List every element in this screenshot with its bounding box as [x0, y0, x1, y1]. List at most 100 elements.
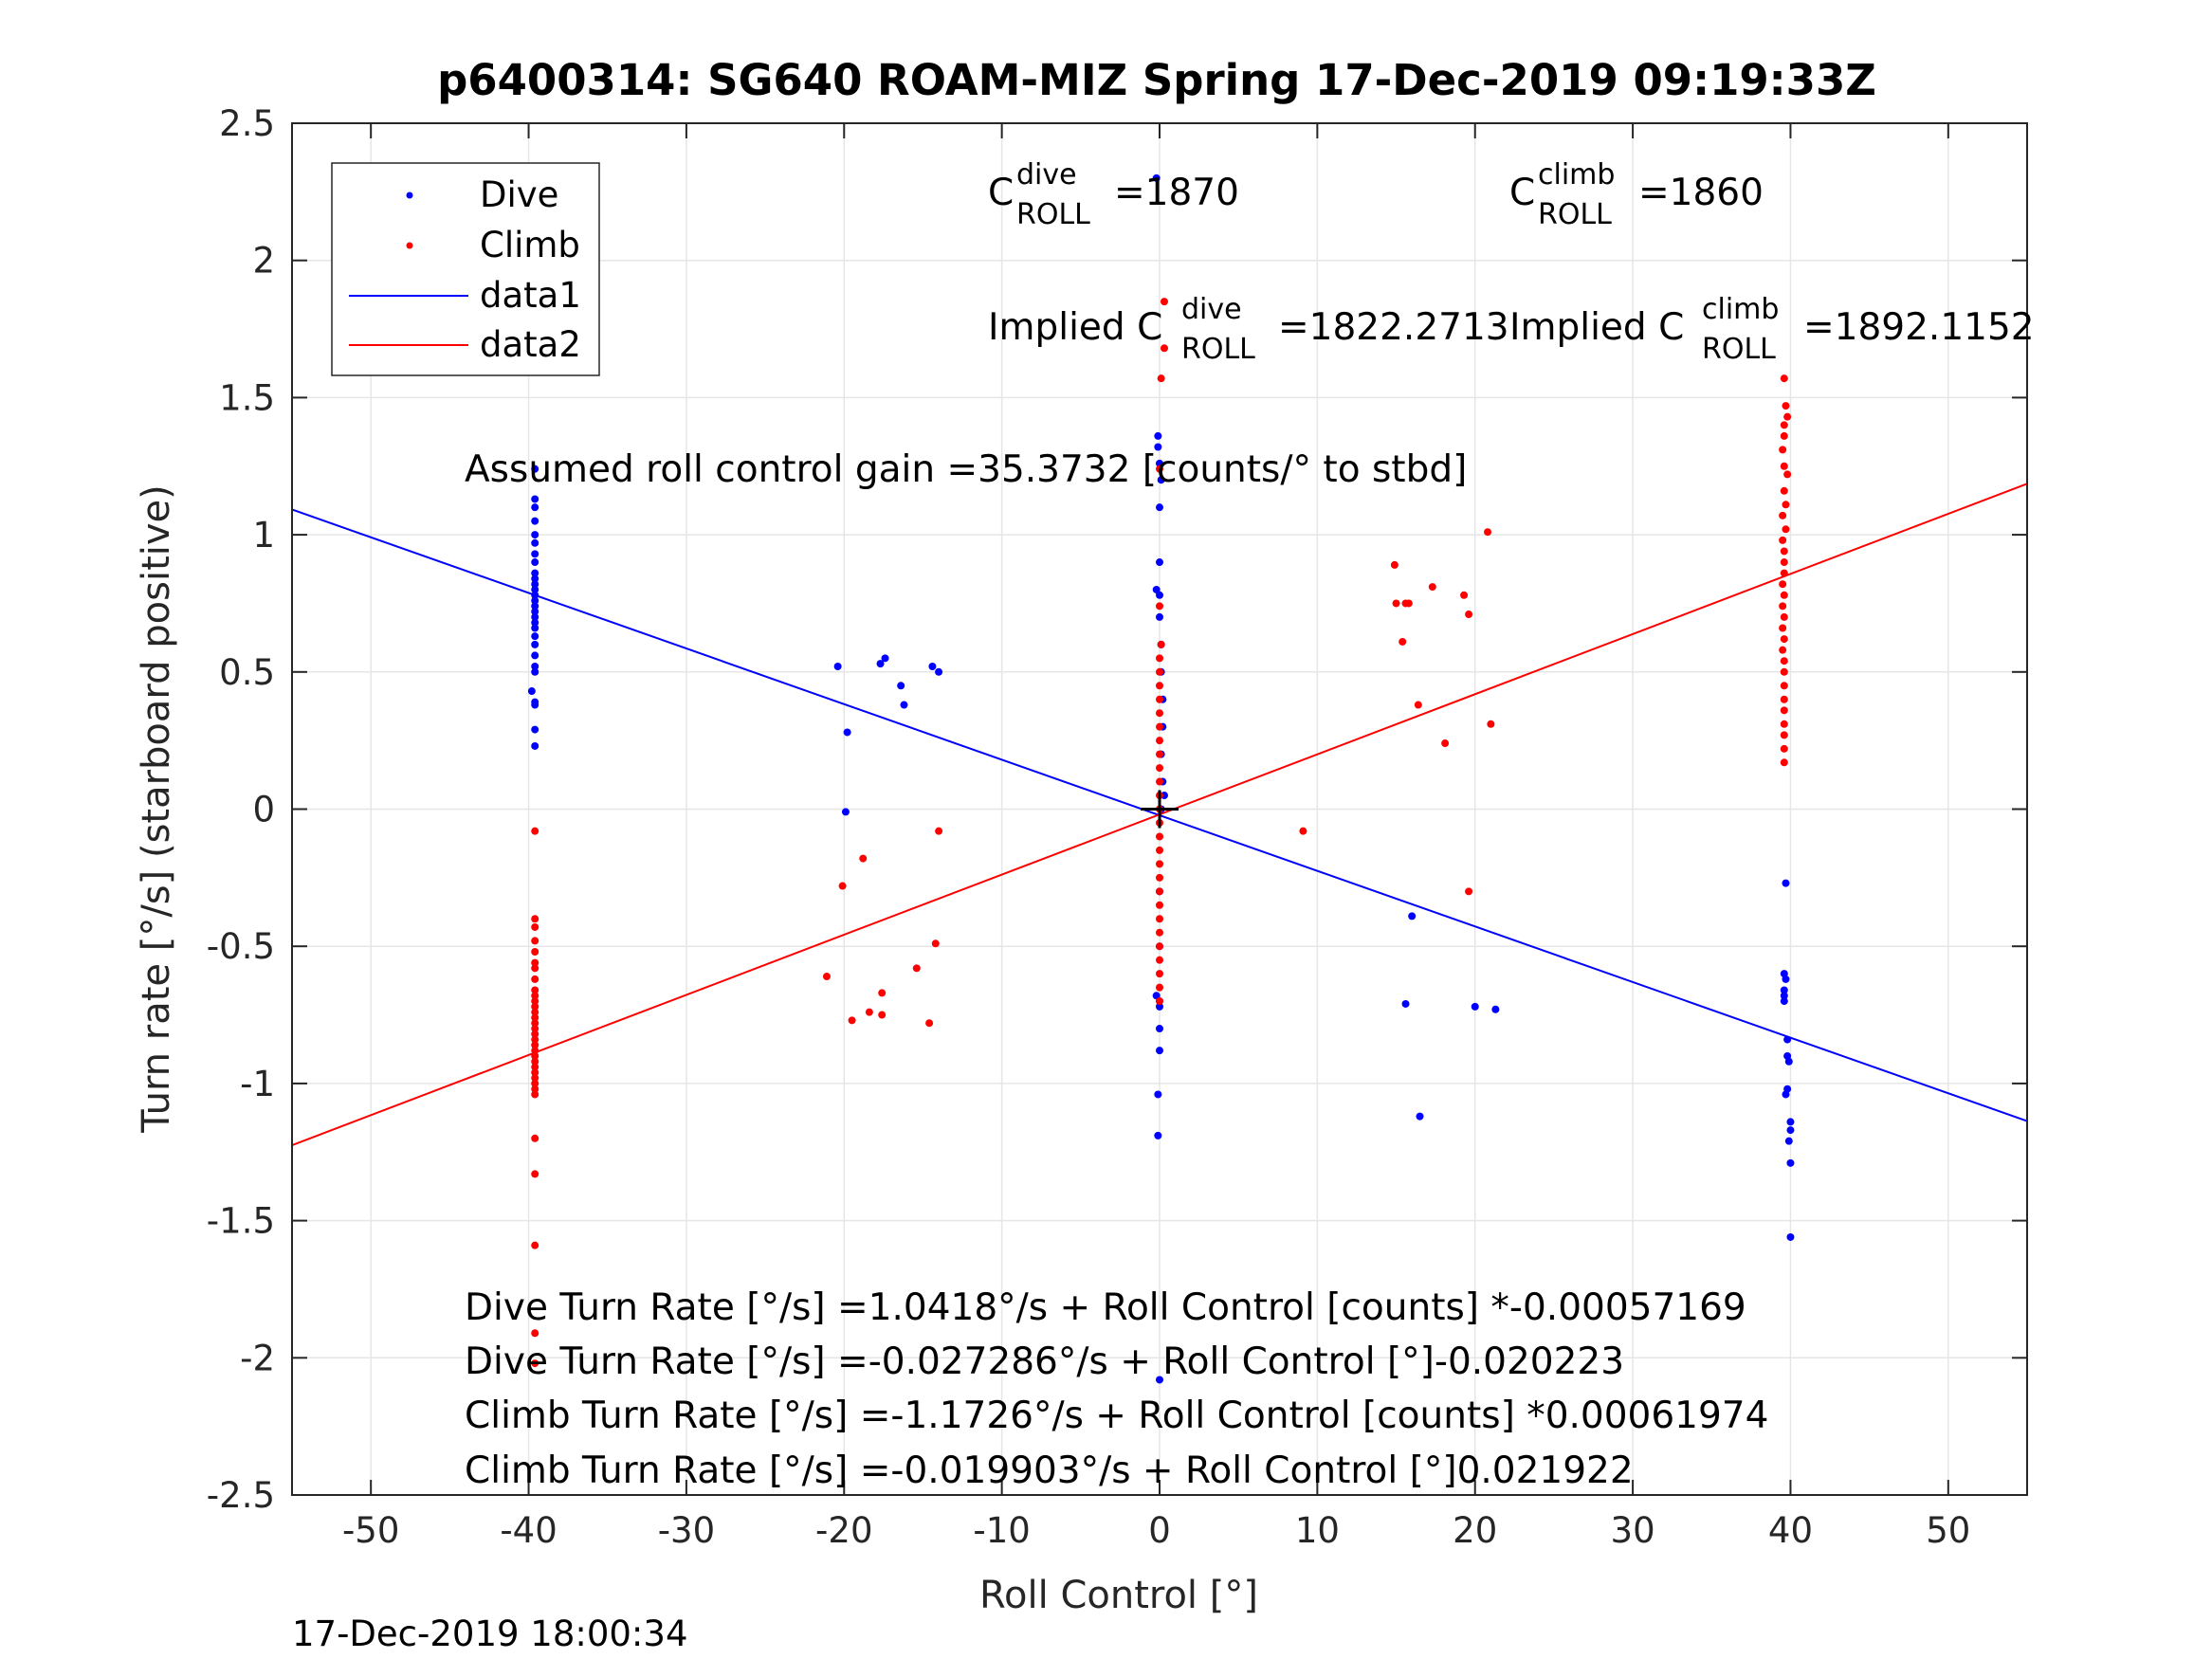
point-climb: [1156, 928, 1163, 937]
point-climb: [1156, 997, 1163, 1006]
point-dive: [1156, 459, 1163, 467]
point-climb: [1398, 637, 1407, 646]
point-climb: [531, 1013, 539, 1022]
legend: Dive Climb data1 data2: [331, 162, 600, 376]
x-tick-labels: -50 -40 -30 -20 -10 0 10 20 30 40 50: [342, 1510, 1970, 1551]
point-climb: [1156, 737, 1163, 745]
point-dive: [531, 580, 539, 589]
point-climb: [531, 1068, 539, 1077]
point-climb: [531, 1008, 539, 1016]
point-climb: [1390, 560, 1398, 569]
point-climb: [531, 975, 539, 983]
point-dive: [1152, 585, 1161, 593]
point-climb: [531, 1057, 539, 1066]
c-climb-sup: climb: [1538, 158, 1615, 191]
point-dive: [1782, 975, 1790, 983]
point-dive: [531, 558, 539, 567]
legend-data1-label: data1: [480, 275, 581, 316]
implied-c-climb-annotation: Implied C climb ROLL =1892.1152: [1509, 293, 2035, 366]
implied-climb-sub: ROLL: [1702, 333, 1776, 366]
point-climb: [838, 882, 847, 890]
legend-dive-swatch: [406, 191, 413, 199]
point-dive: [531, 538, 539, 547]
point-climb: [531, 915, 539, 923]
point-dive: [1416, 1112, 1424, 1121]
point-climb: [531, 947, 539, 956]
y-tick-label: 1.5: [219, 377, 275, 418]
point-climb: [531, 1019, 539, 1028]
data-points: [527, 173, 1795, 1384]
point-climb: [1780, 706, 1788, 715]
point-climb: [1156, 777, 1163, 786]
point-climb: [531, 937, 539, 945]
point-climb: [1156, 846, 1163, 854]
y-tick-label: 1: [252, 515, 275, 556]
point-dive: [1786, 1126, 1795, 1135]
point-climb: [1780, 431, 1788, 440]
implied-dive-sup: dive: [1181, 293, 1242, 326]
point-dive: [531, 701, 539, 709]
point-dive: [531, 640, 539, 648]
point-dive: [841, 808, 850, 816]
point-climb: [1156, 682, 1163, 690]
point-dive: [1156, 558, 1163, 567]
point-climb: [1156, 915, 1163, 923]
point-climb: [531, 964, 539, 973]
point-climb: [1780, 612, 1788, 621]
point-climb: [1780, 758, 1788, 767]
point-climb: [531, 1047, 539, 1055]
point-climb: [878, 1011, 887, 1019]
point-climb: [1780, 744, 1788, 753]
point-dive: [1156, 1002, 1163, 1011]
point-climb: [531, 1085, 539, 1093]
point-climb: [1156, 602, 1163, 611]
point-dive: [876, 660, 885, 668]
point-climb: [531, 1241, 539, 1249]
point-climb: [1156, 750, 1163, 758]
x-tick-label: -10: [973, 1510, 1030, 1551]
point-climb: [848, 1016, 856, 1025]
point-dive: [1782, 1090, 1790, 1099]
x-tick-label: -30: [658, 1510, 715, 1551]
point-dive: [1782, 879, 1790, 887]
implied-dive-prefix: Implied C: [988, 306, 1162, 349]
fit-equation-2: Dive Turn Rate [°/s] =-0.027286°/s + Rol…: [465, 1340, 1624, 1383]
point-dive: [531, 503, 539, 512]
point-dive: [935, 667, 943, 676]
implied-climb-prefix: Implied C: [1509, 306, 1684, 349]
point-climb: [531, 958, 539, 967]
point-dive: [531, 632, 539, 641]
point-climb: [1156, 901, 1163, 909]
point-dive: [881, 654, 889, 663]
implied-dive-value: =1822.2713: [1278, 306, 1509, 349]
legend-climb-label: Climb: [480, 225, 580, 265]
point-dive: [531, 612, 539, 621]
point-climb: [531, 827, 539, 835]
point-climb: [1780, 695, 1788, 703]
point-dive: [1784, 1137, 1793, 1145]
x-tick-label: -20: [815, 1510, 872, 1551]
point-climb: [1414, 701, 1422, 709]
point-dive: [1154, 443, 1162, 451]
point-dive: [1786, 1232, 1795, 1241]
point-dive: [1780, 992, 1788, 1000]
point-climb: [531, 1025, 539, 1033]
point-climb: [1487, 720, 1495, 728]
point-climb: [1156, 654, 1163, 663]
point-climb: [1780, 731, 1788, 739]
point-dive: [1786, 1118, 1795, 1126]
fit-equation-4: Climb Turn Rate [°/s] =-0.019903°/s + Ro…: [465, 1449, 1634, 1492]
point-dive: [1783, 1035, 1792, 1044]
point-climb: [531, 1051, 539, 1060]
point-dive: [1156, 503, 1163, 512]
point-climb: [1156, 667, 1163, 676]
point-climb: [925, 1019, 934, 1028]
c-climb-base: C: [1509, 172, 1535, 214]
point-climb: [1156, 832, 1163, 841]
point-dive: [531, 651, 539, 660]
point-climb: [1780, 569, 1788, 577]
legend-box: [331, 162, 600, 376]
point-climb: [931, 939, 940, 948]
point-dive: [1154, 1131, 1162, 1139]
